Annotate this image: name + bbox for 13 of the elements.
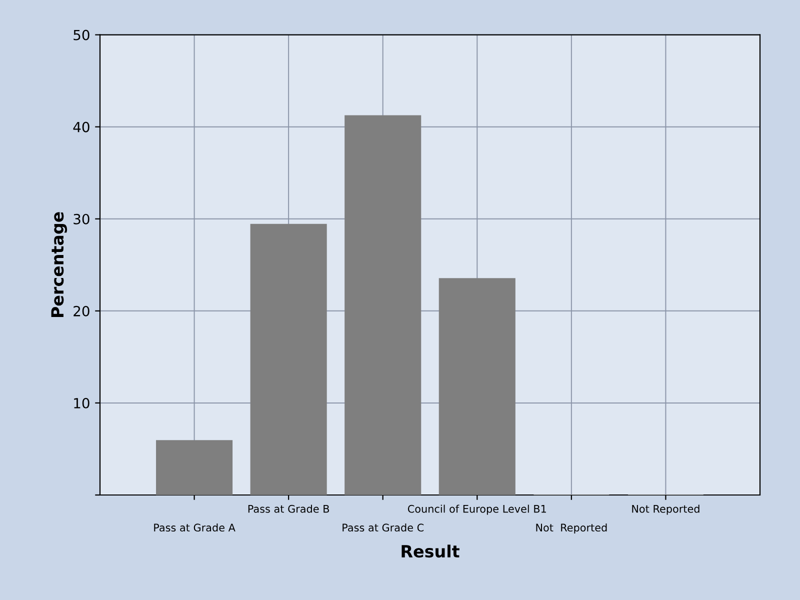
x-tick-label: Pass at Grade C xyxy=(342,523,424,532)
y-axis-title: Percentage xyxy=(51,212,68,317)
x-tick-label: Not Reported xyxy=(536,523,607,534)
x-tick-label: Pass at Grade A xyxy=(154,523,236,532)
y-tick-label: 50 xyxy=(74,30,90,40)
x-axis-title: Result xyxy=(402,544,460,558)
y-tick-label: 40 xyxy=(73,122,90,132)
x-tick-label: Council of Europe Level B1 xyxy=(408,504,546,515)
y-tick-label: 20 xyxy=(74,306,90,316)
y-tick-label: 30 xyxy=(74,214,90,224)
y-tick-label: 10 xyxy=(74,398,90,408)
x-tick-label: Pass at Grade B xyxy=(248,504,330,513)
x-tick-label: Not Reported xyxy=(632,504,700,515)
